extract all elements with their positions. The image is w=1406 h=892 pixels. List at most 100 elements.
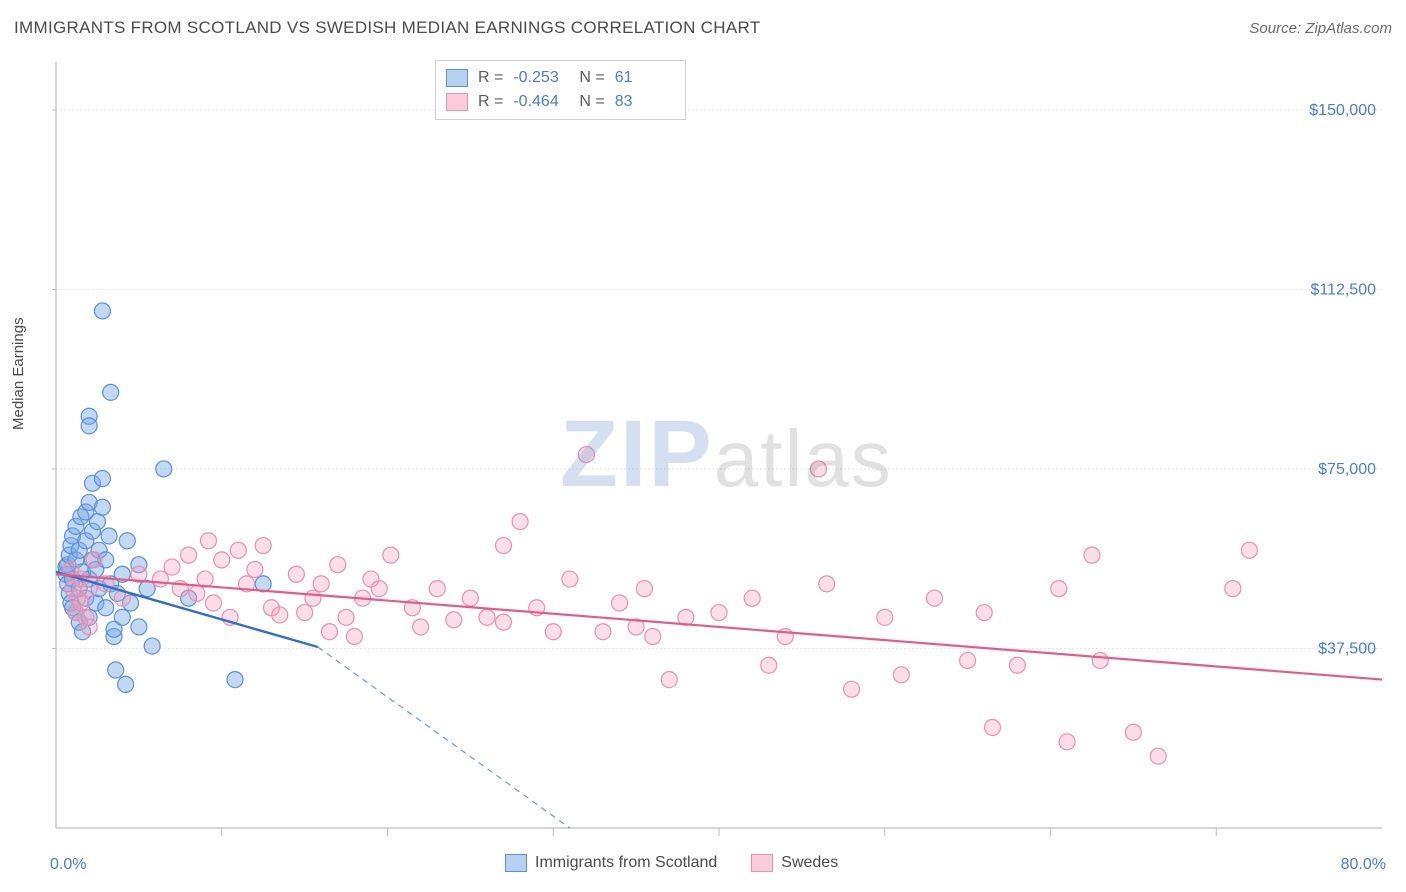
data-point-scotland [101, 528, 117, 544]
data-point-swedes [984, 719, 1000, 735]
data-point-swedes [496, 614, 512, 630]
correlation-legend: R = -0.253 N = 61R = -0.464 N = 83 [435, 60, 686, 120]
data-point-swedes [1059, 734, 1075, 750]
chart-title: IMMIGRANTS FROM SCOTLAND VS SWEDISH MEDI… [14, 18, 760, 38]
data-point-scotland [94, 499, 110, 515]
x-max-label: 80.0% [1341, 856, 1386, 874]
data-point-swedes [200, 533, 216, 549]
data-point-scotland [118, 676, 134, 692]
data-point-swedes [81, 619, 97, 635]
source-attribution: Source: ZipAtlas.com [1249, 20, 1392, 37]
data-point-swedes [86, 552, 102, 568]
data-point-swedes [562, 571, 578, 587]
data-point-swedes [338, 609, 354, 625]
legend-swatch [446, 93, 468, 111]
data-point-swedes [761, 657, 777, 673]
data-point-swedes [288, 566, 304, 582]
source-prefix: Source: [1249, 20, 1305, 37]
legend-label: Immigrants from Scotland [535, 854, 717, 872]
series-legend: Immigrants from Scotland Swedes [505, 854, 838, 872]
n-label: N = [579, 90, 604, 114]
y-tick-label: $37,500 [1318, 640, 1376, 657]
data-point-swedes [976, 605, 992, 621]
data-point-swedes [297, 605, 313, 621]
legend-row: R = -0.464 N = 83 [446, 90, 671, 114]
data-point-swedes [636, 581, 652, 597]
data-point-swedes [810, 461, 826, 477]
r-label: R = [478, 90, 503, 114]
data-point-swedes [247, 561, 263, 577]
data-point-scotland [119, 533, 135, 549]
data-point-swedes [164, 559, 180, 575]
data-point-swedes [711, 605, 727, 621]
data-point-swedes [595, 624, 611, 640]
data-point-swedes [1150, 748, 1166, 764]
legend-item: Immigrants from Scotland [505, 854, 717, 872]
data-point-swedes [214, 552, 230, 568]
data-point-swedes [1241, 542, 1257, 558]
y-tick-label: $150,000 [1309, 102, 1376, 119]
data-point-swedes [446, 612, 462, 628]
data-point-swedes [371, 581, 387, 597]
data-point-swedes [661, 672, 677, 688]
data-point-swedes [844, 681, 860, 697]
y-tick-label: $112,500 [1310, 281, 1376, 298]
data-point-swedes [313, 576, 329, 592]
data-point-swedes [73, 595, 89, 611]
data-point-swedes [926, 590, 942, 606]
x-min-label: 0.0% [50, 856, 86, 874]
data-point-scotland [81, 418, 97, 434]
data-point-swedes [1084, 547, 1100, 563]
data-point-swedes [512, 514, 528, 530]
data-point-swedes [819, 576, 835, 592]
data-point-swedes [383, 547, 399, 563]
data-point-swedes [181, 547, 197, 563]
data-point-swedes [1009, 657, 1025, 673]
data-point-swedes [152, 571, 168, 587]
chart-plot-area: $37,500$75,000$112,500$150,000 [52, 58, 1388, 838]
data-point-swedes [960, 652, 976, 668]
data-point-swedes [612, 595, 628, 611]
data-point-scotland [114, 609, 130, 625]
data-point-scotland [89, 514, 105, 530]
data-point-swedes [330, 557, 346, 573]
data-point-swedes [645, 629, 661, 645]
legend-swatch [751, 854, 773, 872]
r-value: -0.464 [513, 90, 569, 114]
data-point-swedes [1125, 724, 1141, 740]
data-point-swedes [1092, 652, 1108, 668]
data-point-swedes [1051, 581, 1067, 597]
n-label: N = [579, 66, 604, 90]
r-value: -0.253 [513, 66, 569, 90]
data-point-scotland [94, 471, 110, 487]
n-value: 61 [615, 66, 671, 90]
n-value: 83 [615, 90, 671, 114]
data-point-scotland [103, 384, 119, 400]
legend-item: Swedes [751, 854, 838, 872]
data-point-swedes [413, 619, 429, 635]
data-point-swedes [346, 629, 362, 645]
data-point-swedes [496, 538, 512, 554]
data-point-swedes [479, 609, 495, 625]
data-point-scotland [144, 638, 160, 654]
data-point-swedes [305, 590, 321, 606]
trend-line-scotland-extrapolated [318, 647, 570, 828]
data-point-swedes [744, 590, 760, 606]
data-point-swedes [189, 585, 205, 601]
data-point-swedes [205, 595, 221, 611]
trend-line-swedes [56, 574, 1382, 679]
data-point-swedes [429, 581, 445, 597]
y-axis-label: Median Earnings [10, 317, 27, 430]
data-point-scotland [131, 619, 147, 635]
data-point-swedes [1225, 581, 1241, 597]
legend-row: R =-0.253N =61 [446, 66, 671, 90]
legend-swatch [446, 69, 468, 87]
legend-swatch [505, 854, 527, 872]
data-point-scotland [108, 662, 124, 678]
data-point-scotland [98, 600, 114, 616]
data-point-scotland [156, 461, 172, 477]
data-point-scotland [94, 303, 110, 319]
data-point-swedes [462, 590, 478, 606]
data-point-swedes [578, 447, 594, 463]
chart-svg: $37,500$75,000$112,500$150,000 [52, 58, 1388, 838]
